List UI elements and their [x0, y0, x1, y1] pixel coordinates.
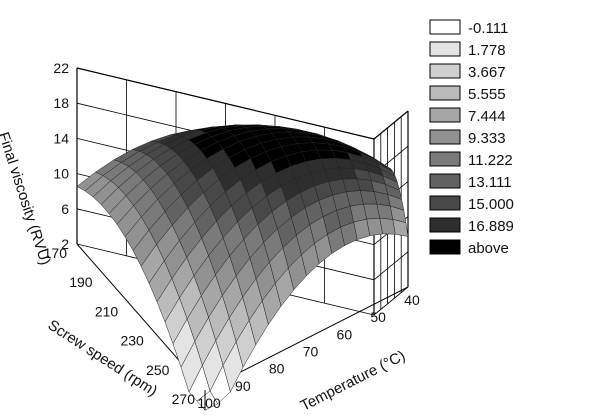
z-tick-label: 14 — [53, 130, 69, 146]
legend-swatch — [429, 129, 461, 145]
temperature-tick-label: 40 — [404, 292, 420, 308]
z-tick-label: 2 — [61, 236, 69, 252]
temperature-tick-label: 100 — [197, 395, 221, 411]
floor-edge-back — [373, 286, 409, 316]
legend-swatch — [429, 173, 461, 189]
legend-swatch — [429, 63, 461, 79]
legend: -0.111 1.778 3.667 5.555 7.444 9.333 11.222 13.… — [429, 19, 514, 257]
legend-label: -0.111 — [468, 20, 508, 37]
surface — [76, 124, 409, 411]
legend-label: 9.333 — [468, 130, 506, 147]
z-tick-label: 18 — [53, 95, 69, 111]
legend-swatch — [429, 151, 461, 167]
legend-swatch — [429, 217, 461, 233]
legend-label: 1.778 — [468, 42, 506, 59]
legend-swatch — [429, 19, 461, 35]
legend-swatch — [429, 85, 461, 101]
screw-speed-tick-label: 190 — [69, 274, 93, 290]
screw-speed-tick-label: 250 — [146, 362, 170, 378]
legend-swatch — [429, 41, 461, 57]
z-tick-label: 10 — [53, 166, 69, 182]
legend-swatch — [429, 107, 461, 123]
legend-label: 16.889 — [468, 218, 514, 235]
legend-label: 3.667 — [468, 64, 506, 81]
surface-cell — [392, 219, 409, 237]
temperature-tick-label: 80 — [269, 361, 285, 377]
z-gridline — [373, 110, 409, 140]
legend-swatch — [429, 195, 461, 211]
screw-speed-tick-label: 270 — [172, 391, 196, 407]
legend-label: 13.111 — [468, 174, 512, 191]
legend-label: above — [468, 240, 509, 257]
screw-speed-tick-label: 230 — [120, 333, 144, 349]
z-tick-label: 6 — [61, 201, 69, 217]
legend-label: 11.222 — [468, 152, 513, 169]
z-axis-label: Final viscosity (RVU) — [0, 130, 54, 267]
temperature-tick-label: 70 — [303, 344, 319, 360]
legend-label: 5.555 — [468, 86, 506, 103]
screw-speed-axis-label: Screw speed (rpm) — [45, 317, 161, 400]
temperature-tick-label: 60 — [337, 326, 353, 342]
z-gridline — [373, 251, 409, 281]
legend-label: 7.444 — [468, 108, 506, 125]
legend-label: 15.000 — [468, 196, 514, 213]
legend-swatch — [429, 239, 461, 255]
screw-speed-tick-label: 170 — [44, 245, 68, 261]
temperature-tick-label: 90 — [235, 378, 251, 394]
z-tick-label: 22 — [53, 60, 69, 76]
temperature-tick-label: 50 — [370, 309, 386, 325]
screw-speed-tick-label: 210 — [95, 303, 119, 319]
